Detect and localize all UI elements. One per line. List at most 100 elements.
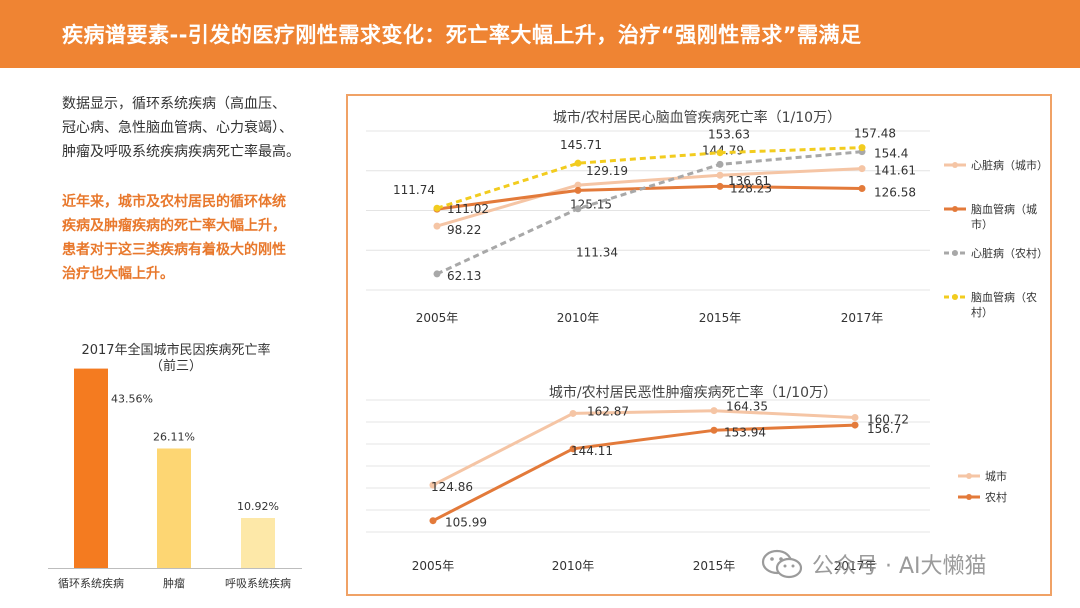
bar-chart-subtitle: （前三） [150, 358, 202, 374]
bar-chart-title: 2017年全国城市民因疾病死亡率 [81, 342, 270, 358]
intro-line: 冠心病、急性脑血管病、心力衰竭）、 [62, 120, 293, 136]
cardio-x-tick-label: 2015年 [699, 311, 742, 325]
cardio-legend-marker [952, 206, 958, 212]
cardio-data-label: 129.19 [586, 164, 628, 178]
cardio-data-point [716, 149, 724, 157]
intro-line: 肿瘤及呼吸系统疾病疾病死亡率最高。 [62, 144, 300, 160]
cardio-data-point [574, 181, 582, 189]
cardio-data-point [716, 160, 724, 168]
cardio-series-line-1 [436, 184, 863, 211]
cardio-data-point [574, 159, 582, 167]
tumor-data-point [429, 481, 437, 489]
cardio-data-point [716, 171, 724, 179]
tumor-legend-marker [966, 494, 972, 500]
highlight-line: 治疗也大幅上升。 [62, 266, 174, 282]
cardio-legend-marker [952, 162, 958, 168]
cardio-data-point [858, 185, 866, 193]
tumor-series-line-0 [432, 409, 856, 487]
cardio-data-point [858, 144, 866, 152]
tumor-legend-marker [966, 473, 972, 479]
cardio-legend-label: 心脏病（农村） [971, 246, 1048, 260]
bar-0 [74, 368, 108, 568]
cardio-legend-label: 心脏病（城市） [971, 158, 1048, 172]
tumor-data-point [569, 409, 577, 417]
tumor-legend-label: 城市 [985, 469, 1007, 483]
cardio-data-label: 111.74 [393, 183, 435, 197]
header-bar: 疾病谱要素--引发的医疗刚性需求变化：死亡率大幅上升，治疗“强刚性需求”需满足 [0, 0, 1080, 68]
cardio-x-tick-label: 2010年 [557, 311, 600, 325]
tumor-x-tick-label: 2010年 [552, 559, 595, 573]
cardio-x-tick-label: 2017年 [841, 311, 884, 325]
highlight-text: 近年来，城市及农村居民的循环体统 疾病及肿瘤疾病的死亡率大幅上升， 患者对于这三… [62, 190, 334, 286]
bar-value-label: 43.56% [111, 393, 153, 406]
highlight-line: 疾病及肿瘤疾病的死亡率大幅上升， [62, 218, 286, 234]
cardio-data-point [716, 182, 724, 190]
watermark-text: 公众号 · AI大懒猫 [812, 554, 987, 579]
cardio-data-point [574, 186, 582, 194]
watermark: 公众号 · AI大懒猫 [760, 548, 987, 580]
cardio-legend-marker [952, 250, 958, 256]
cardio-data-label: 62.13 [447, 269, 481, 283]
tumor-data-point [569, 445, 577, 453]
cardio-legend-label: 市） [971, 217, 993, 231]
tumor-data-label: 164.35 [726, 400, 768, 414]
cardio-data-label: 144.79 [702, 143, 744, 157]
tumor-data-label: 153.94 [724, 425, 766, 439]
cardio-data-label: 111.02 [447, 202, 489, 216]
highlight-line: 近年来，城市及农村居民的循环体统 [62, 194, 286, 210]
cardio-data-point [433, 222, 441, 230]
tumor-data-point [710, 407, 718, 415]
intro-text: 数据显示，循环系统疾病（高血压、 冠心病、急性脑血管病、心力衰竭）、 肿瘤及呼吸… [62, 92, 332, 164]
cardio-series-line-0 [436, 167, 863, 228]
tumor-data-label: 105.99 [445, 516, 487, 530]
tumor-data-point [851, 421, 859, 429]
tumor-chart-title: 城市/农村居民恶性肿瘤疾病死亡率（1/10万） [549, 384, 837, 401]
tumor-data-label: 144.11 [571, 444, 613, 458]
cardio-x-tick-label: 2005年 [416, 311, 459, 325]
highlight-line: 患者对于这三类疾病有着极大的刚性 [62, 242, 286, 258]
cardio-legend-label: 村） [971, 305, 993, 319]
cardio-data-label: 126.58 [874, 186, 916, 200]
cardio-data-point [574, 205, 582, 213]
cardio-series-line-2 [436, 150, 863, 276]
cardio-data-label: 154.4 [874, 147, 908, 161]
tumor-series-line-1 [432, 423, 856, 523]
cardio-legend-label: 脑血管病（城 [971, 202, 1037, 216]
bar-category-label: 肿瘤 [163, 576, 185, 590]
cardio-legend-label: 脑血管病（农 [971, 290, 1037, 304]
tumor-data-label: 156.7 [867, 422, 901, 436]
bar-category-label: 循环系统疾病 [58, 576, 124, 590]
tumor-data-point [851, 413, 859, 421]
cardio-data-label: 128.23 [730, 181, 772, 195]
bar-1 [157, 448, 191, 568]
tumor-data-label: 162.87 [587, 404, 629, 418]
tumor-x-tick-label: 2015年 [693, 559, 736, 573]
cardio-data-label: 98.22 [447, 223, 481, 237]
bar-value-label: 10.92% [237, 500, 279, 513]
bar-2 [241, 518, 275, 568]
cardio-data-label: 157.48 [854, 127, 896, 141]
bar-value-label: 26.11% [153, 430, 195, 443]
cardio-data-label: 136.61 [728, 174, 770, 188]
cardio-legend-marker [952, 294, 958, 300]
cardio-data-label: 141.61 [874, 164, 916, 178]
cardio-data-point [433, 270, 441, 278]
wechat-icon [761, 549, 803, 579]
tumor-x-tick-label: 2005年 [412, 559, 455, 573]
cardio-data-label: 145.71 [560, 138, 602, 152]
cardio-chart-title: 城市/农村居民心脑血管疾病死亡率（1/10万） [553, 109, 841, 126]
tumor-x-tick-label: 2017年 [834, 559, 877, 573]
page-title: 疾病谱要素--引发的医疗刚性需求变化：死亡率大幅上升，治疗“强刚性需求”需满足 [62, 23, 862, 47]
tumor-data-point [710, 426, 718, 434]
cardio-data-label: 111.34 [576, 246, 618, 260]
cardio-data-point [858, 165, 866, 173]
intro-line: 数据显示，循环系统疾病（高血压、 [62, 96, 286, 112]
cardio-data-label: 153.63 [708, 128, 750, 142]
cardio-series-line-3 [436, 146, 863, 210]
tumor-data-label: 160.72 [867, 412, 909, 426]
tumor-legend-label: 农村 [985, 490, 1007, 504]
bar-category-label: 呼吸系统疾病 [225, 576, 291, 590]
tumor-data-label: 124.86 [431, 480, 473, 494]
line-charts-frame [346, 94, 1052, 596]
